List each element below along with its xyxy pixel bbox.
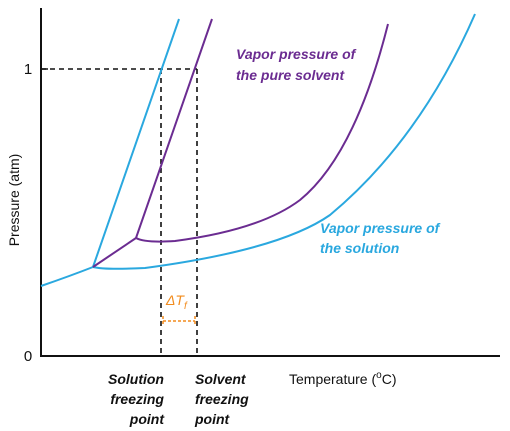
solution-label-line1: Vapor pressure of bbox=[320, 220, 441, 236]
solution-melting-line bbox=[92, 18, 180, 268]
solution-label-line2: the solution bbox=[320, 240, 399, 256]
y-tick-zero: 0 bbox=[24, 348, 32, 365]
solution-freezing-point-line2: freezing bbox=[110, 391, 164, 407]
solution-freezing-point-line1: Solution bbox=[108, 371, 164, 387]
pure-solvent-label-line1: Vapor pressure of bbox=[236, 46, 357, 62]
delta-tf-label: ΔTf bbox=[165, 292, 188, 312]
y-axis-title: Pressure (atm) bbox=[6, 154, 22, 247]
solvent-melting-line bbox=[135, 18, 213, 239]
solution-freezing-point-line3: point bbox=[129, 411, 166, 427]
solution-sublimation-curve bbox=[40, 266, 94, 287]
delta-tf-bracket bbox=[162, 316, 196, 326]
solvent-freezing-point-line2: freezing bbox=[195, 391, 249, 407]
solvent-vapor-pressure-curve bbox=[135, 23, 389, 243]
solvent-freezing-point-line3: point bbox=[194, 411, 231, 427]
solution-vapor-pressure-curve bbox=[92, 13, 476, 270]
solvent-freezing-point-line1: Solvent bbox=[195, 371, 247, 387]
x-axis-title: Temperature (oC) bbox=[289, 370, 397, 387]
solvent-sublimation-curve bbox=[92, 237, 137, 268]
y-tick-one: 1 bbox=[24, 61, 32, 78]
pure-solvent-label-line2: the pure solvent bbox=[236, 67, 345, 83]
